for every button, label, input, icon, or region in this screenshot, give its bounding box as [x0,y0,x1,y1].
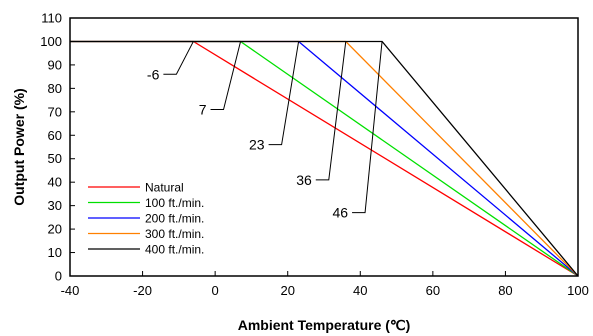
breakpoint-annotations: -6 7 23 36 46 [147,41,383,221]
plot-frame [69,17,579,277]
legend-label: 300 ft./min. [145,227,204,241]
annotation-label: 46 [332,205,348,221]
y-tick-label: 60 [48,128,62,143]
x-tick-label: -20 [133,283,152,298]
y-tick-label: 10 [48,245,62,260]
annotation-leader [315,41,347,181]
x-tick-label: 100 [567,283,589,298]
y-tick-label: 90 [48,57,62,72]
y-tick-label: 0 [55,269,62,284]
annotation-leader [352,41,383,214]
y-tick-label: 20 [48,222,62,237]
annotation-leader [268,41,300,146]
annotation-label: -6 [147,66,160,82]
annotation-leader [210,41,242,110]
x-tick-label: -40 [61,283,80,298]
annotation-label: 7 [199,101,207,117]
x-tick-label: 60 [426,283,440,298]
x-axis-title: Ambient Temperature (℃) [238,317,411,333]
legend-label: Natural [145,181,184,195]
y-tick-label: 100 [40,34,62,49]
annotation-leader [163,41,194,75]
x-tick-label: 40 [353,283,367,298]
y-tick-label: 110 [41,11,62,26]
y-tick-label: 40 [48,175,62,190]
legend-label: 400 ft./min. [145,243,204,257]
y-axis-title: Output Power (%) [11,88,27,205]
x-tick-label: 20 [280,283,294,298]
x-tick-label: 0 [212,283,219,298]
y-tick-label: 80 [48,81,62,96]
legend-label: 200 ft./min. [145,212,204,226]
y-tick-label: 50 [48,151,62,166]
y-tick-label: 30 [48,198,62,213]
axis-ticks: -40 -20 0 20 40 60 80 100 0 10 20 30 40 50 60 70 80 90 100… [40,11,589,299]
x-tick-label: 80 [498,283,512,298]
annotation-label: 36 [296,172,312,188]
legend-label: 100 ft./min. [145,196,204,210]
y-tick-label: 70 [48,104,62,119]
annotation-label: 23 [249,137,265,153]
